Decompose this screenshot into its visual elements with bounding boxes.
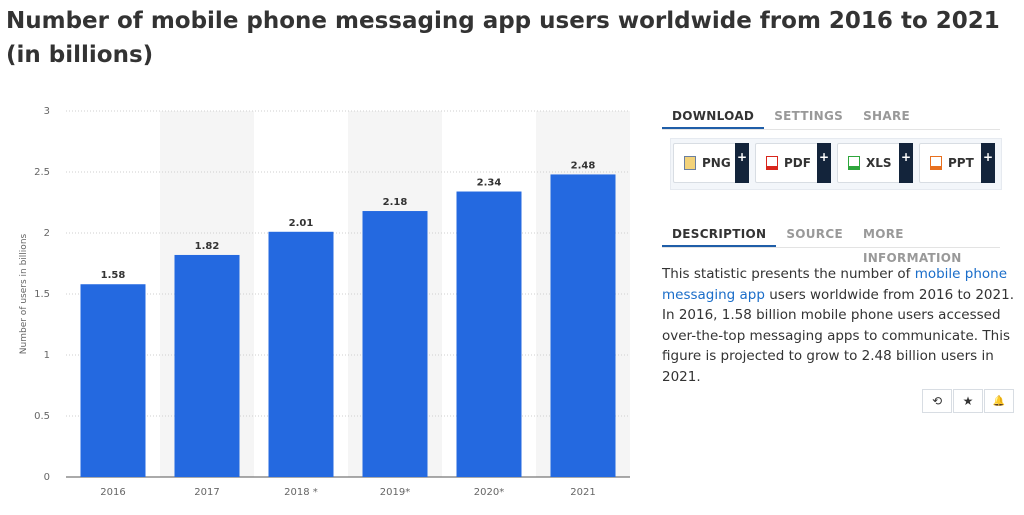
history-icon: ⟲ [931,394,943,408]
tab-source[interactable]: SOURCE [786,227,843,241]
download-xls-button[interactable]: XLS + [837,143,913,183]
page-title: Number of mobile phone messaging app use… [6,8,1000,68]
tab-download[interactable]: DOWNLOAD [662,104,765,129]
y-tick-label: 1 [44,350,50,361]
download-png-button[interactable]: PNG + [673,143,749,183]
history-button[interactable]: ⟲ [922,389,952,413]
description-text: This statistic presents the number of mo… [662,264,1018,387]
download-panel: PNG + PDF + XLS + PPT + [670,138,1002,190]
xls-file-icon [848,156,860,170]
favorite-button[interactable]: ★ [953,389,983,413]
pdf-file-icon [766,156,778,170]
bar[interactable] [174,254,240,477]
ppt-file-icon [930,156,942,170]
bar[interactable] [80,284,146,477]
plus-icon[interactable]: + [735,143,749,183]
download-png-label: PNG [702,156,731,170]
description-after-link: users worldwide from 2016 to 2021. In 20… [662,286,1014,385]
data-label: 2.48 [571,160,596,171]
plus-icon[interactable]: + [899,143,913,183]
tab-settings[interactable]: SETTINGS [774,109,844,123]
info-tabs: DESCRIPTION SOURCE MORE INFORMATION [662,222,1000,265]
download-ppt-label: PPT [948,156,974,170]
description-link[interactable]: mobile phone messaging app [662,266,1008,303]
y-tick-label: 0.5 [34,411,50,422]
download-tabs: DOWNLOAD SETTINGS SHARE [662,104,1000,130]
plus-icon[interactable]: + [817,143,831,183]
bell-icon: 🔔 [992,395,1006,407]
y-tick-label: 1.5 [34,289,50,300]
chart-svg: 0 0.5 1 1.5 2 2.5 3 Number of users in billions… [19,106,630,498]
x-tick-label: 2017 [194,487,219,498]
tab-description[interactable]: DESCRIPTION [662,222,777,247]
data-label: 1.82 [195,241,220,252]
notification-button[interactable]: 🔔 [984,389,1014,413]
x-tick-label: 2018 * [284,487,318,498]
data-label: 2.18 [383,197,408,208]
download-xls-label: XLS [866,156,892,170]
data-label: 1.58 [101,270,126,281]
x-tick-label: 2019* [380,487,410,498]
x-tick-label: 2016 [100,487,125,498]
tab-more-information[interactable]: MORE INFORMATION [862,227,962,265]
data-label: 2.01 [289,218,314,229]
y-tick-label: 3 [44,106,50,117]
download-pdf-button[interactable]: PDF + [755,143,831,183]
data-label: 2.34 [477,178,502,189]
x-tick-label: 2021 [570,487,595,498]
bar[interactable] [362,211,428,477]
y-tick-label: 2 [44,228,50,239]
bar[interactable] [456,191,522,477]
bar[interactable] [268,231,334,477]
y-tick-label: 2.5 [34,167,50,178]
x-tick-label: 2020* [474,487,504,498]
action-buttons: ⟲ ★ 🔔 [922,389,1015,413]
y-tick-label: 0 [44,472,50,483]
y-axis-title: Number of users in billions [19,233,29,354]
png-file-icon [684,156,696,170]
plus-icon[interactable]: + [981,143,995,183]
bar-chart: 0 0.5 1 1.5 2 2.5 3 Number of users in billions… [0,95,640,515]
download-pdf-label: PDF [784,156,811,170]
description-before-link: This statistic presents the number of [662,266,915,282]
bar[interactable] [550,174,616,477]
tab-share[interactable]: SHARE [863,109,910,123]
star-icon: ★ [962,394,974,408]
download-ppt-button[interactable]: PPT + [919,143,995,183]
